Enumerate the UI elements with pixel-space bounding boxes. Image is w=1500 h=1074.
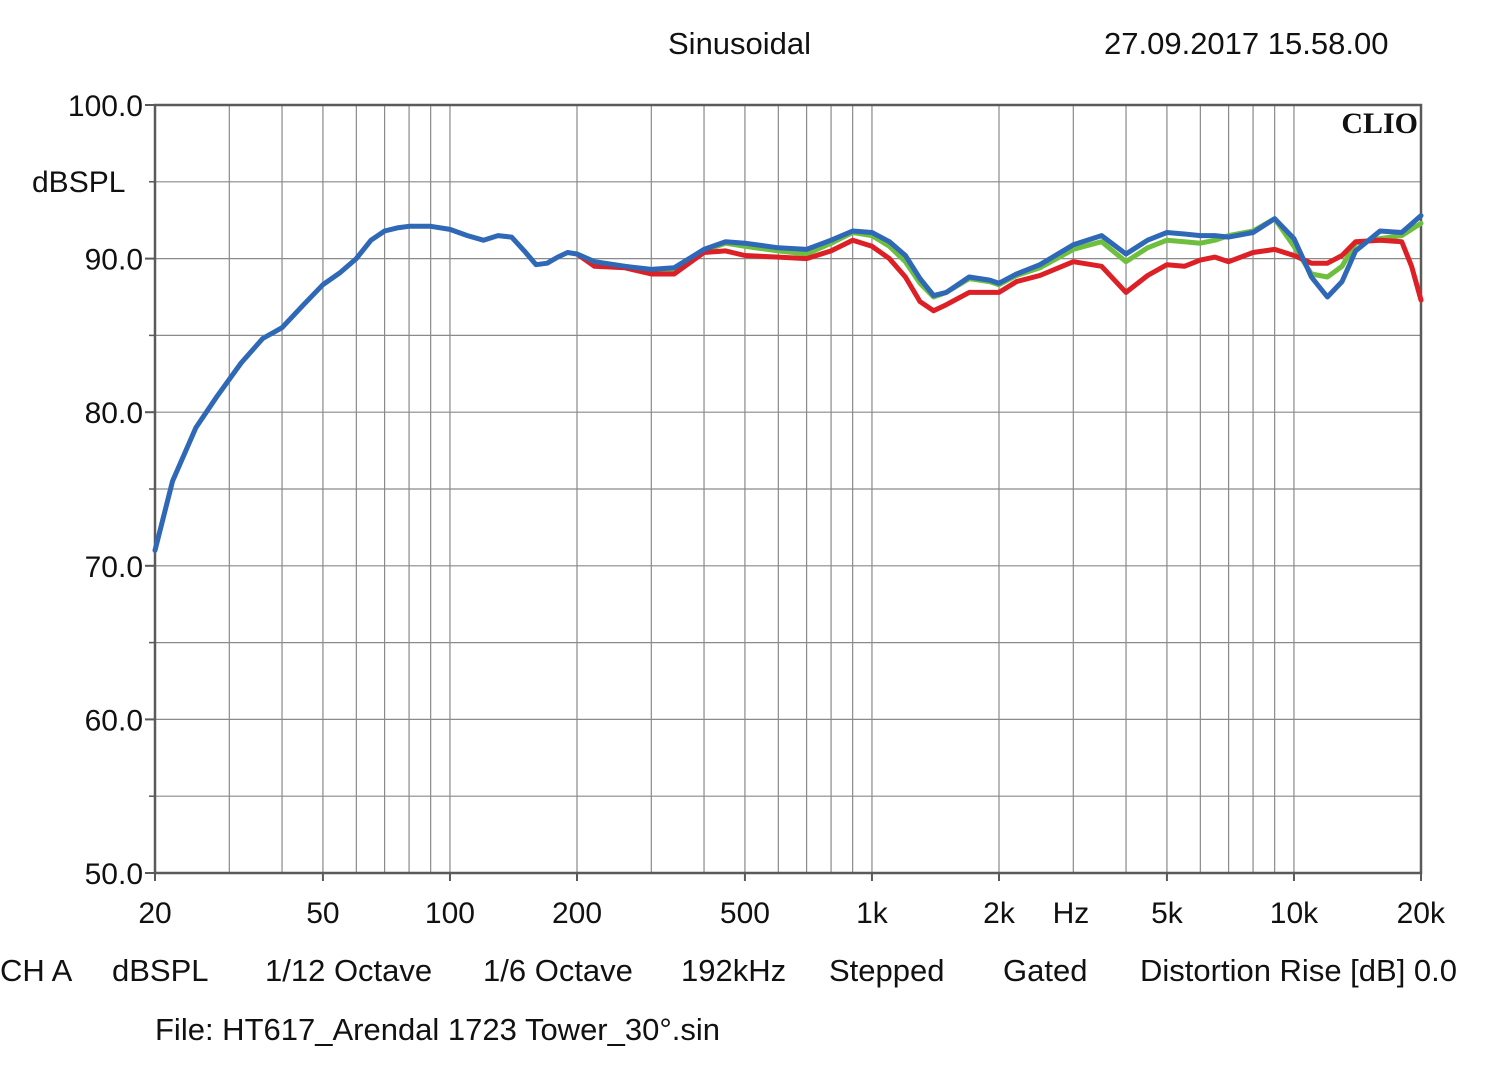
timestamp: 27.09.2017 15.58.00 (1104, 26, 1389, 61)
frequency-response-chart: 100.0 90.0 80.0 70.0 60.0 50.0 20 50 100 200 500 1… (32, 90, 1446, 930)
x-tick-label: 20 (138, 897, 171, 930)
x-tick-label: 50 (306, 897, 339, 930)
file-name: File: HT617_Arendal 1723 Tower_30°.sin (155, 1012, 720, 1047)
y-axis: 100.0 90.0 80.0 70.0 60.0 50.0 (68, 90, 155, 891)
x-tick-label: 1k (856, 897, 889, 930)
grid (155, 105, 1421, 873)
distortion-label: Distortion Rise [dB] 0.0 (1140, 953, 1458, 988)
x-tick-label: 500 (720, 897, 770, 930)
y-tick-label: 80.0 (85, 397, 143, 430)
x-axis-unit-label: Hz (1053, 897, 1090, 930)
x-tick-label: 20k (1397, 897, 1446, 930)
sweep-label: Stepped (829, 953, 945, 988)
y-axis-label: dBSPL (32, 166, 125, 199)
y-tick-label: 50.0 (85, 858, 143, 891)
clio-logo: CLIO (1341, 107, 1418, 140)
x-tick-label: 5k (1151, 897, 1184, 930)
x-tick-label: 2k (983, 897, 1016, 930)
measurement-settings: CH A dBSPL 1/12 Octave 1/6 Octave 192kHz… (0, 953, 1500, 993)
resolution-label: 1/12 Octave (265, 953, 433, 988)
window-label: Gated (1003, 953, 1088, 988)
x-axis: 20 50 100 200 500 1k 2k 5k 10k 20k Hz (138, 873, 1446, 930)
series-red-line (574, 237, 1424, 314)
channel-label: CH A (0, 953, 73, 988)
smoothing-label: 1/6 Octave (483, 953, 633, 988)
sample-rate-label: 192kHz (681, 953, 787, 988)
x-tick-label: 200 (552, 897, 602, 930)
series-blue-line (152, 213, 1424, 553)
y-tick-label: 90.0 (85, 244, 143, 277)
unit-label: dBSPL (112, 953, 209, 988)
series-group (152, 213, 1424, 553)
x-tick-label: 100 (425, 897, 475, 930)
chart-title: Sinusoidal (668, 26, 812, 61)
y-tick-label: 100.0 (68, 90, 143, 123)
x-tick-label: 10k (1270, 897, 1319, 930)
y-tick-label: 70.0 (85, 551, 143, 584)
y-tick-label: 60.0 (85, 704, 143, 737)
